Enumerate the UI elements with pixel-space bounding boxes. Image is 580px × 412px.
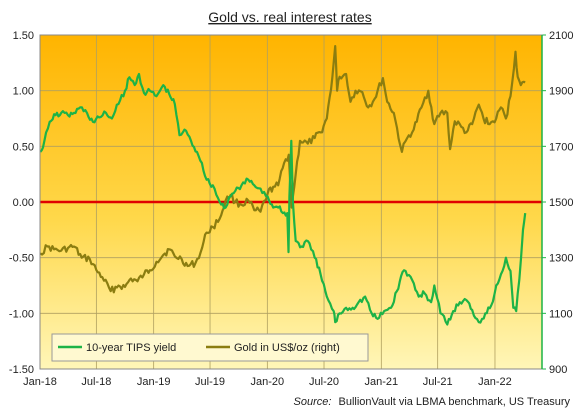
y-left-tick-label: 1.50 <box>13 30 34 42</box>
y-left-tick-label: -0.50 <box>9 253 34 265</box>
x-tick-label: Jan-19 <box>137 376 171 388</box>
series-gold-line <box>40 45 526 294</box>
y-right-tick-label: 1300 <box>549 253 573 265</box>
y-left-tick-label: -1.00 <box>9 308 34 320</box>
x-tick-label: Jan-21 <box>364 376 398 388</box>
y-right-axis: 2100 1900 1700 1500 1300 1100 900 <box>542 30 573 376</box>
y-right-tick-label: 1500 <box>549 197 573 209</box>
svg-text:Source: BullionVault via: Source: BullionVault via LBMA benchmark,… <box>294 396 571 408</box>
x-tick-label: Jul-20 <box>309 376 339 388</box>
series-tips-line <box>40 72 527 326</box>
y-left-axis: 1.50 1.00 0.50 0.00 -0.50 -1.00 -1.50 <box>9 30 34 376</box>
y-right-tick-label: 1100 <box>549 308 573 320</box>
legend-label-tips: 10-year TIPS yield <box>86 342 176 354</box>
x-tick-label: Jan-22 <box>478 376 512 388</box>
legend-label-gold: Gold in US$/oz (right) <box>234 342 340 354</box>
x-tick-label: Jan-20 <box>251 376 285 388</box>
y-right-tick-label: 1700 <box>549 141 573 153</box>
source-note: Source: BullionVault via LBMA benchmark,… <box>294 396 571 408</box>
y-right-tick-label: 900 <box>549 364 567 376</box>
y-left-tick-label: 1.00 <box>13 86 34 98</box>
x-tick-label: Jul-19 <box>195 376 225 388</box>
source-text: BullionVault via LBMA benchmark, US Trea… <box>338 396 570 408</box>
legend: 10-year TIPS yield Gold in US$/oz (right… <box>51 333 369 362</box>
x-tick-label: Jan-18 <box>23 376 57 388</box>
y-left-tick-label: 0.50 <box>13 141 34 153</box>
source-label: Source: <box>294 396 332 408</box>
y-right-tick-label: 1900 <box>549 86 573 98</box>
y-left-tick-label: -1.50 <box>9 364 34 376</box>
x-axis: Jan-18 Jul-18 Jan-19 Jul-19 Jan-20 Jul-20 Jan-… <box>23 376 512 388</box>
x-tick-label: Jul-18 <box>81 376 111 388</box>
chart-title: Gold vs. real interest rates <box>208 9 371 25</box>
y-left-tick-label: 0.00 <box>13 197 34 209</box>
x-tick-label: Jul-21 <box>423 376 453 388</box>
y-right-tick-label: 2100 <box>549 30 573 42</box>
